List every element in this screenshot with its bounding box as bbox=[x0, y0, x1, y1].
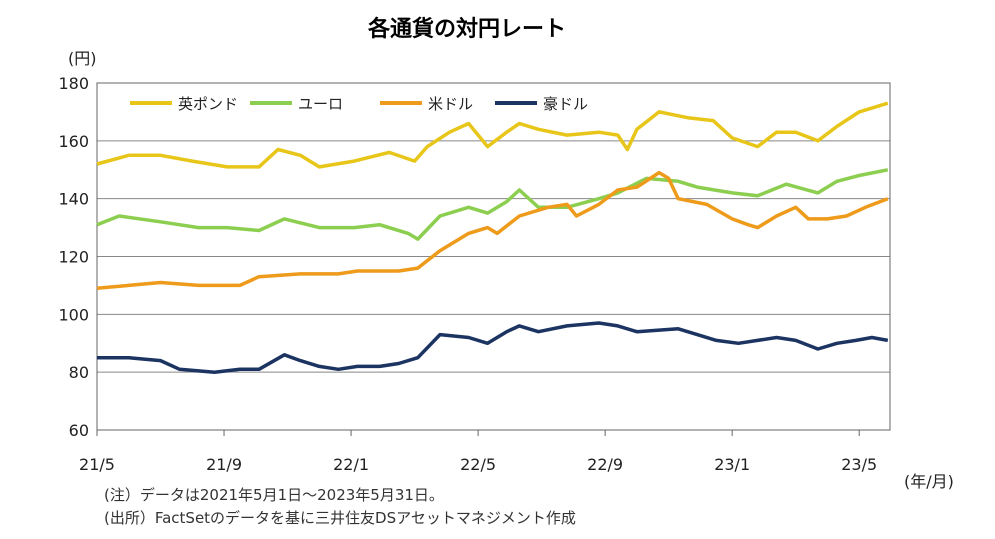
y-tick-label: 140 bbox=[58, 190, 89, 209]
x-tick-label: 23/5 bbox=[841, 455, 877, 474]
y-tick-label: 180 bbox=[58, 74, 89, 93]
chart-title: 各通貨の対円レート bbox=[367, 16, 566, 42]
y-tick-label: 160 bbox=[58, 132, 89, 151]
legend-label: 英ポンド bbox=[178, 95, 238, 113]
legend-label: 米ドル bbox=[428, 95, 473, 113]
legend-label: 豪ドル bbox=[543, 95, 588, 113]
x-tick-label: 21/5 bbox=[79, 455, 115, 474]
x-tick-label: 21/9 bbox=[206, 455, 242, 474]
y-tick-label: 80 bbox=[69, 363, 89, 382]
series-line-1 bbox=[96, 168, 889, 241]
series-line-3 bbox=[97, 321, 889, 374]
x-axis-unit: (年/月) bbox=[904, 472, 954, 491]
y-tick-label: 120 bbox=[58, 248, 89, 267]
legend-label: ユーロ bbox=[298, 95, 343, 113]
note-data-period: (注）データは2021年5月1日～2023年5月31日。 bbox=[104, 486, 444, 504]
y-tick-label: 100 bbox=[58, 305, 89, 324]
x-tick-label: 22/5 bbox=[460, 455, 496, 474]
y-axis-unit: (円) bbox=[68, 49, 97, 68]
note-source: (出所）FactSetのデータを基に三井住友DSアセットマネジメント作成 bbox=[104, 509, 576, 527]
x-tick-label: 23/1 bbox=[714, 455, 750, 474]
x-tick-label: 22/9 bbox=[587, 455, 623, 474]
series-line-0 bbox=[96, 101, 889, 169]
x-tick-label: 22/1 bbox=[333, 455, 369, 474]
y-tick-label: 60 bbox=[69, 421, 89, 440]
series-line-2 bbox=[96, 170, 889, 291]
plot-frame bbox=[96, 82, 891, 431]
